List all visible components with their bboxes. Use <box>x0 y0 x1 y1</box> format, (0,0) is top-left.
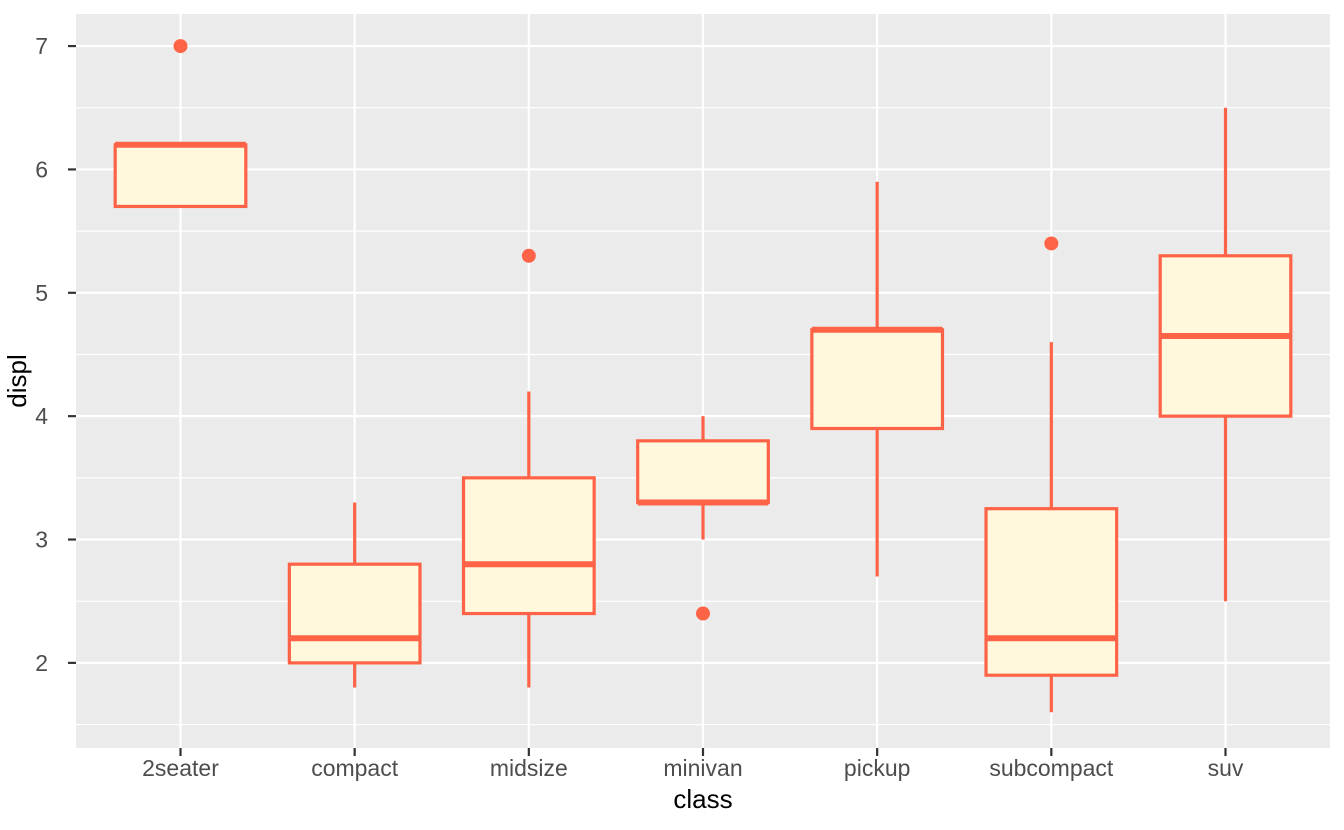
outlier-point-minivan <box>696 606 710 621</box>
y-tick-label: 3 <box>35 527 48 553</box>
y-tick-label: 5 <box>35 280 48 306</box>
x-tick-label: 2seater <box>142 755 219 781</box>
x-tick-label: minivan <box>663 755 742 781</box>
y-tick-label: 2 <box>35 650 48 676</box>
box-compact <box>287 562 422 665</box>
x-tick-label: subcompact <box>989 755 1114 781</box>
x-tick-label: midsize <box>490 755 568 781</box>
outlier-point-midsize <box>521 248 536 263</box>
box-pickup <box>810 328 945 431</box>
x-axis-title: class <box>673 784 732 814</box>
y-tick-label: 6 <box>35 156 48 182</box>
y-axis-title: displ <box>2 354 32 407</box>
chart-layers: 2 3 4 5 6 7 2seater compact midsize minivan pickup… <box>35 14 1330 781</box>
outlier-point-2seater <box>173 39 188 54</box>
outlier-point-subcompact <box>1044 236 1059 251</box>
x-tick-label: suv <box>1208 755 1244 781</box>
box-subcompact <box>984 507 1119 677</box>
x-tick-label: compact <box>311 755 399 781</box>
y-tick-label: 4 <box>35 403 48 429</box>
box-minivan <box>636 439 770 505</box>
x-tick-label: pickup <box>844 755 910 781</box>
box-midsize <box>461 476 596 616</box>
box-2seater <box>113 143 248 209</box>
y-tick-label: 7 <box>35 33 48 59</box>
